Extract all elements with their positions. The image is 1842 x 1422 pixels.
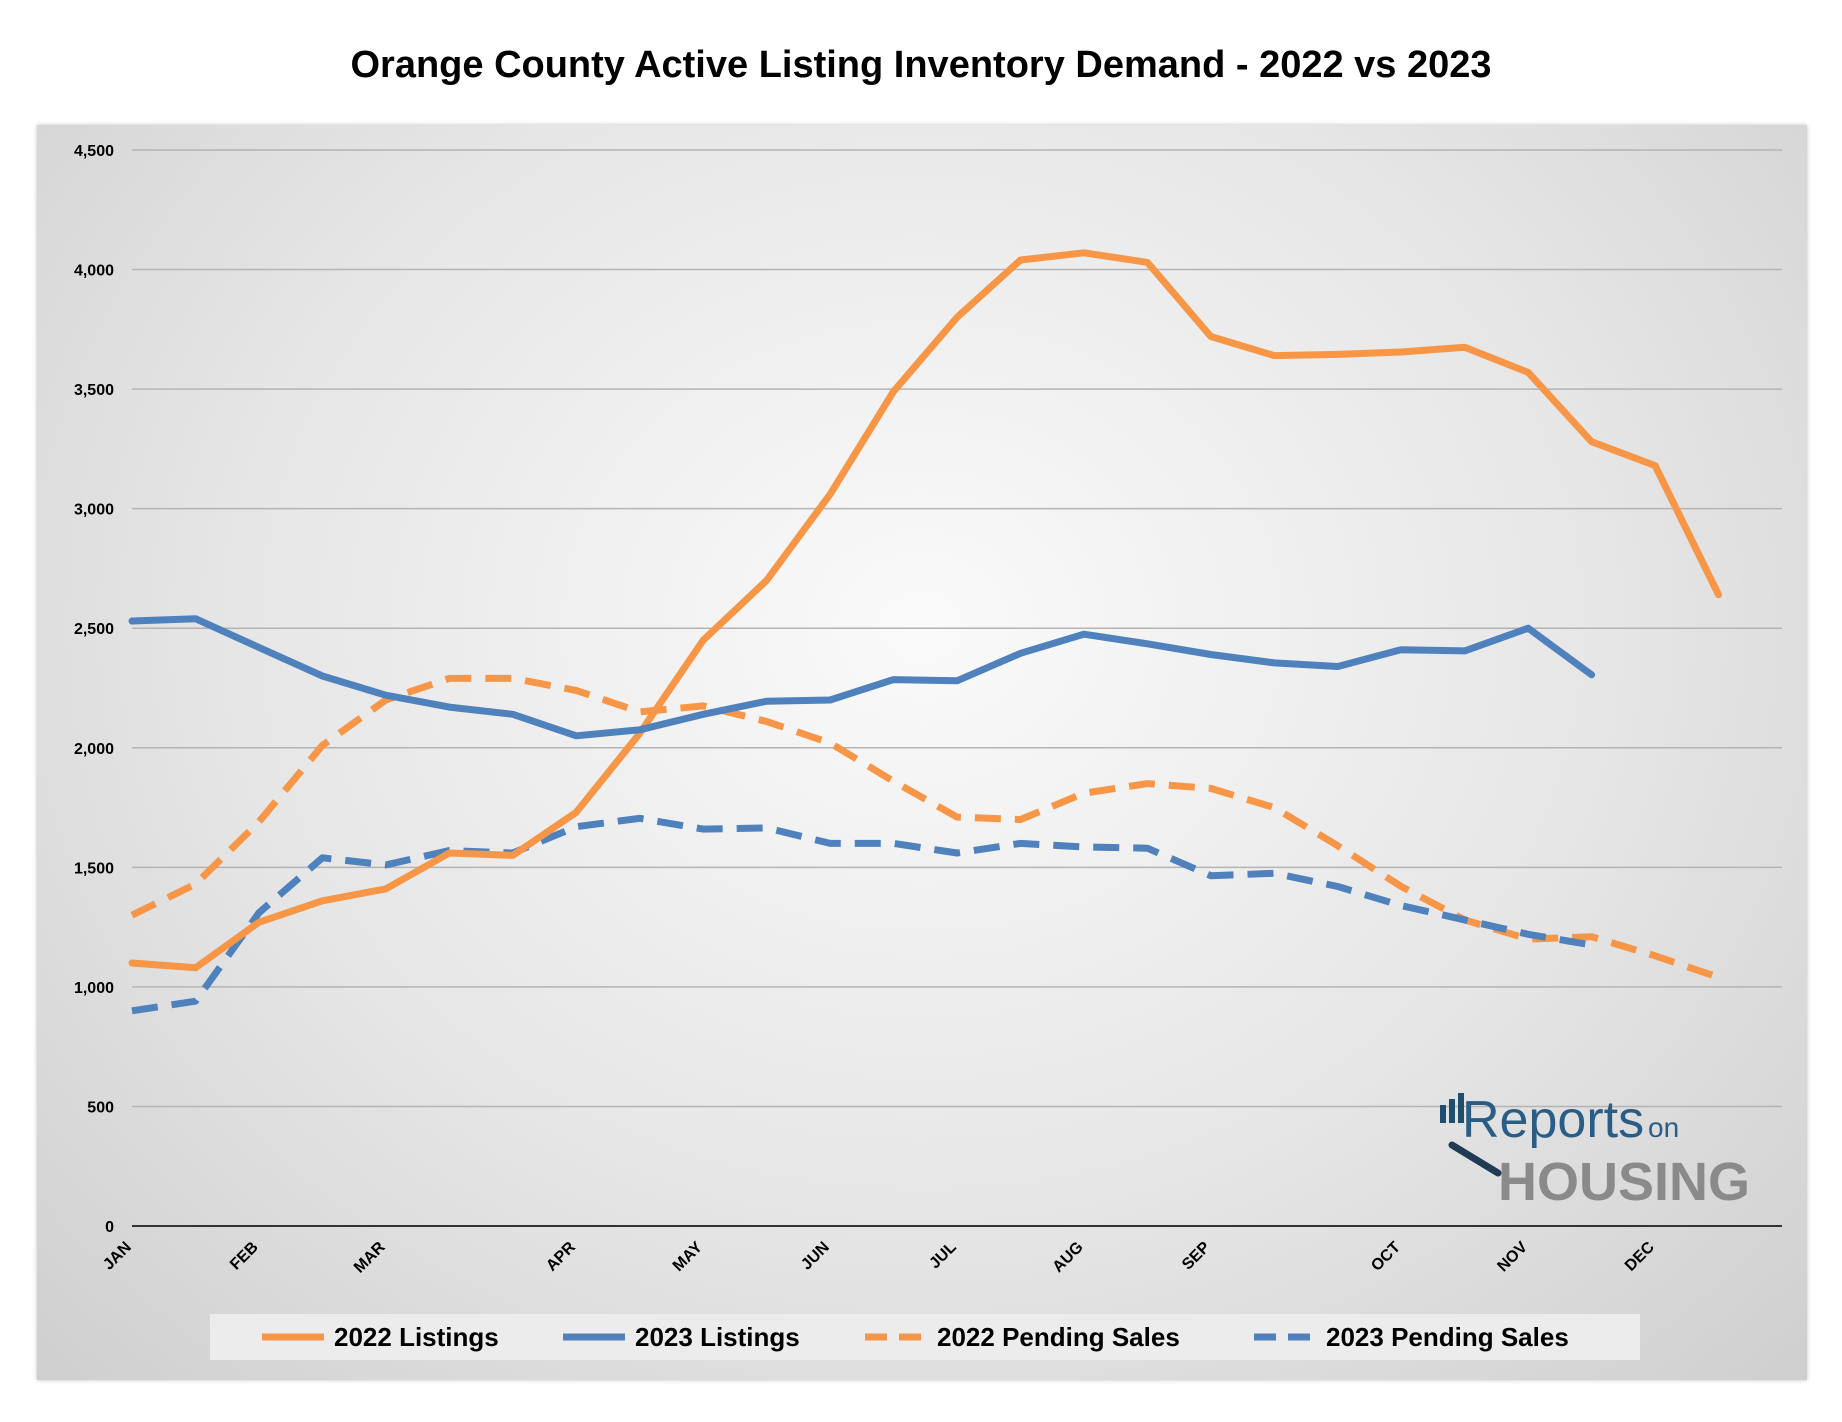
legend-label: 2022 Pending Sales [937, 1322, 1180, 1352]
y-tick-label: 3,000 [74, 502, 114, 519]
logo-text-housing: HOUSING [1498, 1152, 1750, 1212]
series-line-2023-pending-sales [131, 814, 1593, 1015]
y-tick-label: 4,500 [74, 143, 114, 160]
y-tick-label: 3,500 [74, 382, 114, 399]
chart-title: Orange County Active Listing Inventory D… [350, 44, 1492, 86]
x-axis-ticks: JAN FEB MAR APR MAY JUN JUL AUG SEP OCT NOV DEC [100, 1238, 1658, 1276]
legend: 2022 Listings 2023 Listings 2022 Pending S… [262, 1322, 1569, 1352]
logo-bar-3-icon [1458, 1093, 1464, 1123]
y-tick-label: 0 [105, 1219, 114, 1236]
x-tick-label: JUL [926, 1239, 960, 1273]
x-tick-label: SEP [1179, 1239, 1214, 1274]
legend-label: 2023 Listings [635, 1322, 800, 1352]
y-tick-label: 2,000 [74, 741, 114, 758]
plot-frame [37, 125, 1807, 1380]
legend-box [210, 1314, 1640, 1360]
gridlines [132, 149, 1782, 1227]
series-lines [128, 249, 1722, 1015]
logo-swoosh-icon [1448, 1141, 1502, 1177]
series-line-2023-listings [128, 615, 1596, 740]
y-axis-ticks: 0 500 1,000 1,500 2,000 2,500 3,000 3,500 4,000 4… [74, 143, 114, 1236]
x-tick-label: MAY [670, 1239, 706, 1275]
x-tick-label: OCT [1368, 1239, 1404, 1275]
legend-label: 2022 Listings [334, 1322, 499, 1352]
reports-on-housing-logo: Reports on HOUSING [1440, 1091, 1750, 1212]
y-tick-label: 2,500 [74, 621, 114, 638]
legend-label: 2023 Pending Sales [1326, 1322, 1569, 1352]
logo-bar-2-icon [1449, 1099, 1455, 1123]
x-tick-label: MAR [351, 1238, 389, 1276]
x-tick-label: JAN [100, 1239, 135, 1274]
x-tick-label: FEB [227, 1239, 262, 1274]
y-tick-label: 1,500 [74, 860, 114, 877]
logo-text-reports: Reports [1462, 1091, 1644, 1149]
series-line-2022-listings [128, 249, 1722, 972]
x-tick-label: JUN [798, 1239, 833, 1274]
x-tick-label: AUG [1050, 1239, 1087, 1276]
y-tick-label: 4,000 [74, 263, 114, 280]
x-tick-label: NOV [1494, 1239, 1531, 1276]
y-tick-label: 1,000 [74, 980, 114, 997]
x-tick-label: APR [543, 1238, 579, 1274]
x-tick-label: DEC [1622, 1238, 1658, 1274]
logo-text-on: on [1648, 1112, 1679, 1143]
logo-bar-1-icon [1440, 1105, 1446, 1123]
series-line-2022-pending-sales [130, 674, 1720, 981]
y-tick-label: 500 [87, 1099, 114, 1116]
